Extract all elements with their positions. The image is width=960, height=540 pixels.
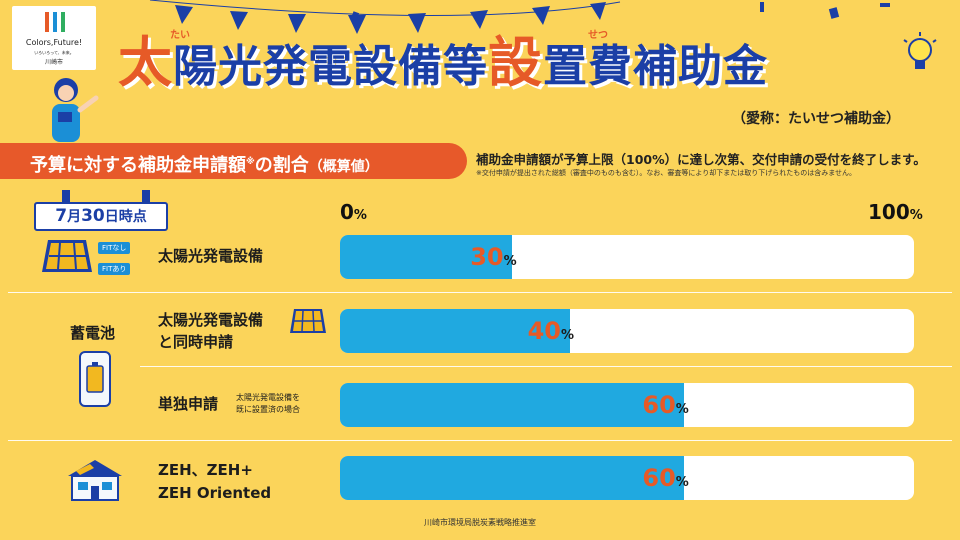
bar-fill-battery-only [340,383,685,427]
title-ruby-setsu: せつ [588,30,608,41]
tag-pin-right [142,190,150,204]
zeh-house-icon [68,460,122,501]
row-battery-with-solar-label-1: 太陽光発電設備 [158,311,264,329]
title-accent-setsu: 設 [488,31,543,94]
axis-max-value: 100 [868,200,910,224]
logo-city-name: 川崎市 [44,59,63,66]
axis-min-value: 0 [340,200,354,224]
axis-max-unit: % [909,208,923,223]
bar-value-zeh-unit: % [675,475,689,490]
logo-subtagline: いろいろって、未来。 [34,50,74,55]
bar-value-zeh: 60% [642,464,688,492]
row-zeh-label-1: ZEH、ZEH+ [158,461,253,479]
date-tag: 7月30日時点 [34,202,168,231]
section-title-tail: の割合 [254,155,309,176]
title-accent-tai: 太 [118,31,173,94]
fit-none-tag: FITなし [98,242,131,254]
notice-sub: ※交付申請が提出された総額（審査中のものも含む）。なお、審査等により却下または取… [476,169,857,177]
row-solar-label: 太陽光発電設備 [158,247,264,265]
small-solar-panel-icon [290,309,326,333]
bar-fill-solar [340,235,513,279]
page-title: 太陽光発電設備等設置費補助金 [118,36,768,90]
bar-track-battery-only [340,383,914,427]
bar-fill-zeh [340,456,685,500]
axis-min-unit: % [353,208,367,223]
row-zeh-label-2: ZEH Oriented [158,484,272,502]
bar-value-battery-only-unit: % [675,402,689,417]
bar-value-battery-with-solar: 40% [528,317,574,345]
bar-value-battery-only-num: 60 [642,391,676,419]
row-battery-only-note-2: 既に設置済の場合 [236,405,300,414]
title-nickname: （愛称：たいせつ補助金） [732,111,900,127]
section-title-paren: （概算値） [308,159,379,175]
bar-value-battery-with-solar-num: 40 [527,317,561,345]
bar-value-battery-with-solar-unit: % [561,328,575,343]
logo-bars-icon [45,12,65,32]
battery-storage-icon [79,351,111,407]
date-day-unit: 日時点 [104,209,147,225]
staff-person-illustration [52,78,99,142]
row-divider [8,440,952,441]
notice-main: 補助金申請額が予算上限（100%）に達し次第、交付申請の受付を終了します。 [476,152,926,167]
battery-category-label: 蓄電池 [70,324,116,342]
bar-value-solar: 30% [470,243,516,271]
footer-department: 川崎市環境局脱炭素戦略推進室 [424,518,536,527]
axis-max-label: 100% [868,200,923,224]
bar-value-solar-num: 30 [470,243,504,271]
bar-value-battery-only: 60% [642,391,688,419]
row-battery-only-label: 単独申請 [158,395,219,413]
title-main-1: 陽光発電設備等 [173,41,488,92]
section-title-mark: ※ [246,157,255,167]
bar-value-zeh-num: 60 [642,464,676,492]
solar-panel-icon [42,240,92,272]
section-title-main: 予算に対する補助金申請額 [30,155,246,176]
row-battery-only-note-1: 太陽光発電設備を [236,393,300,402]
row-divider [140,366,952,367]
bunting-decoration [149,0,890,34]
logo-tagline: Colors,Future! [25,38,83,47]
light-bulb-icon [903,32,937,69]
bar-fill-battery-with-solar [340,309,570,353]
row-divider [8,292,952,293]
axis-min-label: 0% [340,200,367,224]
bar-value-solar-unit: % [503,254,517,269]
bar-track-solar [340,235,914,279]
row-battery-with-solar-label-2: と同時申請 [158,333,234,351]
title-main-2: 置費補助金 [543,41,768,92]
section-title: 予算に対する補助金申請額※の割合（概算値） [30,151,379,177]
section-header-band [0,143,467,179]
date-month: 7 [55,206,68,226]
bar-track-zeh [340,456,914,500]
city-logo: Colors,Future! いろいろって、未来。 川崎市 [12,6,96,70]
bar-track-battery-with-solar [340,309,914,353]
date-month-unit: 月 [67,209,82,225]
date-day: 30 [81,206,105,226]
title-ruby-tai: たい [170,30,190,41]
fit-yes-tag: FITあり [98,263,131,275]
tag-pin-left [62,190,70,204]
